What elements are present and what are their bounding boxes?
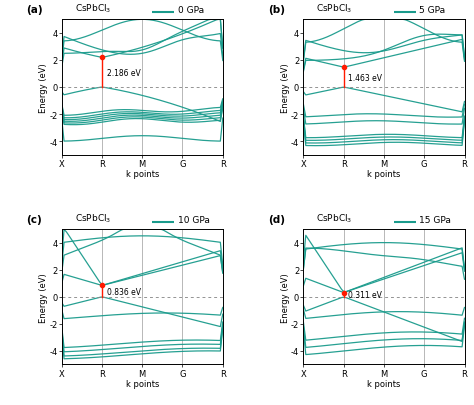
- X-axis label: k points: k points: [126, 379, 159, 388]
- Text: 15 GPa: 15 GPa: [419, 215, 451, 224]
- Text: (d): (d): [268, 214, 285, 224]
- Y-axis label: Energy (eV): Energy (eV): [39, 63, 48, 113]
- Text: 2.186 eV: 2.186 eV: [107, 68, 140, 77]
- Text: CsPbCl$_3$: CsPbCl$_3$: [74, 212, 111, 224]
- Text: 0.311 eV: 0.311 eV: [348, 290, 383, 299]
- Y-axis label: Energy (eV): Energy (eV): [281, 272, 290, 322]
- Y-axis label: Energy (eV): Energy (eV): [281, 63, 290, 113]
- Text: (a): (a): [26, 5, 43, 15]
- Text: (b): (b): [268, 5, 285, 15]
- Text: 5 GPa: 5 GPa: [419, 6, 446, 15]
- Text: CsPbCl$_3$: CsPbCl$_3$: [316, 212, 353, 224]
- Text: 0 GPa: 0 GPa: [178, 6, 204, 15]
- Y-axis label: Energy (eV): Energy (eV): [39, 272, 48, 322]
- Text: 1.463 eV: 1.463 eV: [348, 73, 383, 82]
- Text: 0.836 eV: 0.836 eV: [107, 287, 141, 296]
- X-axis label: k points: k points: [126, 170, 159, 179]
- X-axis label: k points: k points: [367, 379, 401, 388]
- Text: CsPbCl$_3$: CsPbCl$_3$: [316, 2, 353, 15]
- Text: CsPbCl$_3$: CsPbCl$_3$: [74, 2, 111, 15]
- X-axis label: k points: k points: [367, 170, 401, 179]
- Text: (c): (c): [26, 214, 42, 224]
- Text: 10 GPa: 10 GPa: [178, 215, 210, 224]
